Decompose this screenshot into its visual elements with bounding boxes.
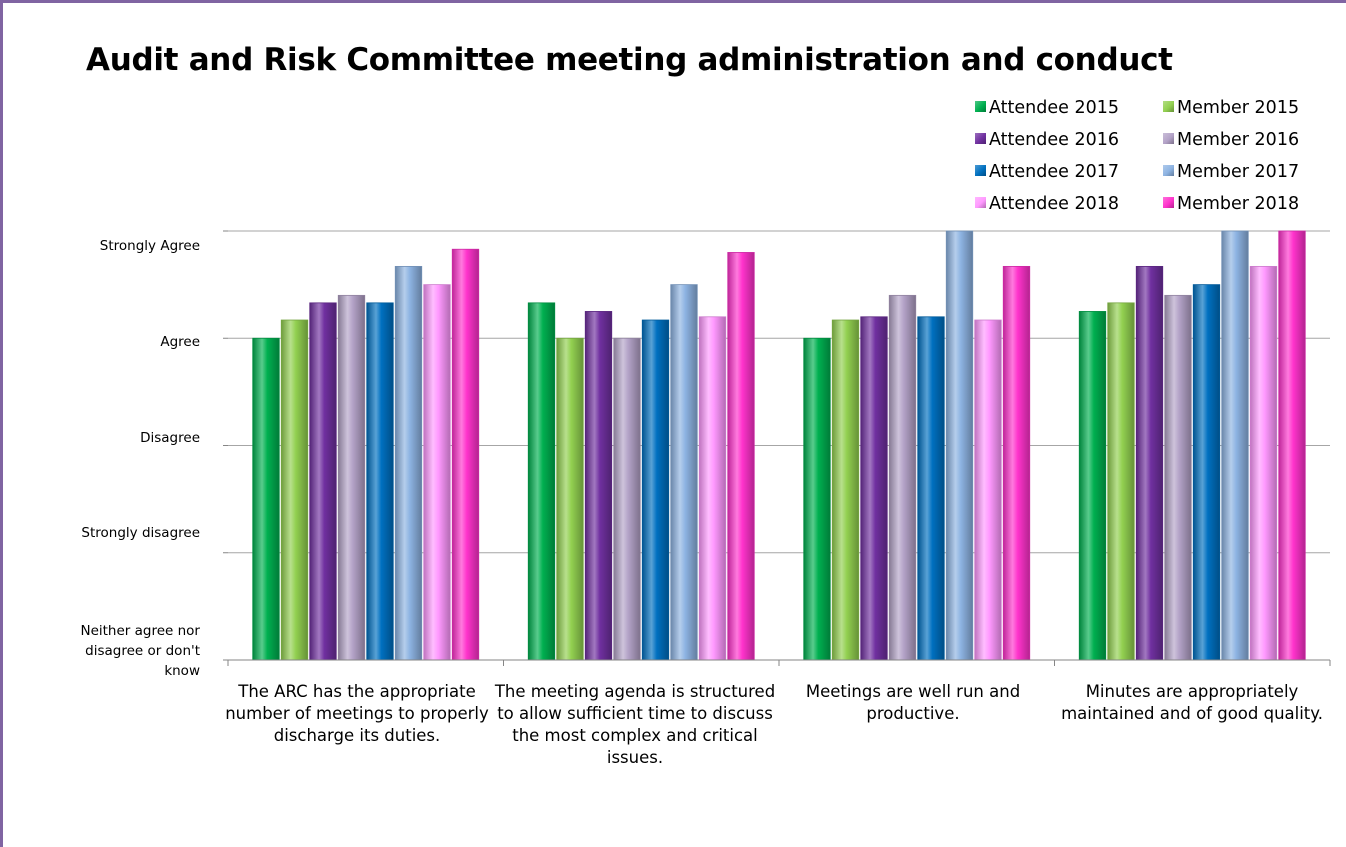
y-tick-label-agree: Agree	[160, 334, 200, 350]
bar-member-2017-cat4	[1221, 230, 1249, 661]
bar-member-2017-cat2	[670, 284, 698, 661]
bar-member-2016-cat1	[337, 294, 366, 661]
bar-attendee-2018-cat3	[974, 319, 1002, 661]
legend-item-attendee-2015: Attendee 2015	[975, 96, 1119, 120]
y-tick-label-neither: Neither agree nor disagree or don't know	[80, 623, 200, 679]
bars	[252, 230, 1306, 661]
bar-member-2018-cat2	[727, 252, 755, 661]
legend-label: Attendee 2017	[989, 162, 1119, 182]
bar-member-2018-cat4	[1278, 230, 1306, 661]
bar-attendee-2016-cat2	[584, 311, 613, 661]
bar-member-2015-cat1	[280, 319, 309, 661]
legend-label: Attendee 2015	[989, 98, 1119, 118]
legend-item-member-2016: Member 2016	[1163, 128, 1299, 152]
x-tick-label-3: Meetings are well run and productive.	[805, 682, 1021, 723]
bar-attendee-2015-cat4	[1078, 311, 1107, 661]
legend-swatch	[975, 101, 986, 112]
bar-attendee-2016-cat3	[860, 316, 888, 661]
legend-item-member-2015: Member 2015	[1163, 96, 1299, 120]
bar-attendee-2018-cat4	[1249, 265, 1278, 661]
bar-attendee-2017-cat4	[1192, 284, 1221, 661]
y-tick-label-strongly-disagree: Strongly disagree	[81, 525, 200, 541]
legend-item-attendee-2017: Attendee 2017	[975, 160, 1119, 184]
legend-label: Member 2017	[1177, 162, 1300, 182]
legend-swatch	[975, 197, 986, 208]
y-tick-label-strongly-agree: Strongly Agree	[99, 238, 200, 254]
bar-member-2017-cat1	[394, 265, 423, 661]
legend-label: Attendee 2016	[989, 130, 1119, 150]
bar-member-2018-cat3	[1002, 265, 1031, 661]
x-tick-label-4: Minutes are appropriately maintained and…	[1061, 682, 1323, 723]
legend-item-attendee-2016: Attendee 2016	[975, 128, 1119, 152]
bar-attendee-2018-cat2	[698, 316, 727, 661]
bar-member-2015-cat2	[556, 337, 584, 661]
x-tick-label-2: The meeting agenda is structured to allo…	[494, 682, 776, 767]
legend-swatch	[1163, 101, 1174, 112]
bar-attendee-2015-cat2	[527, 302, 556, 661]
legend-swatch	[1163, 197, 1174, 208]
chart-title: Audit and Risk Committee meeting adminis…	[86, 42, 1173, 78]
legend-label: Member 2015	[1177, 98, 1300, 118]
legend-swatch	[975, 133, 986, 144]
bar-member-2017-cat3	[945, 230, 974, 661]
legend-swatch	[975, 165, 986, 176]
bar-attendee-2017-cat1	[366, 302, 394, 661]
bar-attendee-2015-cat1	[252, 337, 280, 661]
bar-member-2018-cat1	[451, 248, 480, 661]
x-tick-label-1: The ARC has the appropriate number of me…	[225, 682, 489, 745]
legend-item-attendee-2018: Attendee 2018	[975, 192, 1119, 216]
bar-attendee-2016-cat4	[1135, 265, 1164, 661]
bar-member-2016-cat4	[1164, 294, 1192, 661]
legend-label: Member 2018	[1177, 194, 1300, 214]
bar-attendee-2017-cat2	[641, 319, 670, 661]
bar-member-2016-cat2	[613, 337, 641, 661]
bar-member-2015-cat4	[1107, 302, 1135, 661]
bar-member-2015-cat3	[831, 319, 860, 661]
y-tick-label-disagree: Disagree	[140, 430, 200, 446]
legend-item-member-2017: Member 2017	[1163, 160, 1299, 184]
bar-attendee-2016-cat1	[309, 302, 337, 661]
legend-swatch	[1163, 133, 1174, 144]
legend-item-member-2018: Member 2018	[1163, 192, 1299, 216]
bar-member-2016-cat3	[888, 294, 917, 661]
bar-attendee-2018-cat1	[423, 284, 451, 661]
legend-label: Member 2016	[1177, 130, 1300, 150]
bar-attendee-2017-cat3	[917, 316, 945, 661]
bar-attendee-2015-cat3	[803, 337, 831, 661]
legend-swatch	[1163, 165, 1174, 176]
x-axis	[223, 230, 1331, 666]
legend-label: Attendee 2018	[989, 194, 1119, 214]
